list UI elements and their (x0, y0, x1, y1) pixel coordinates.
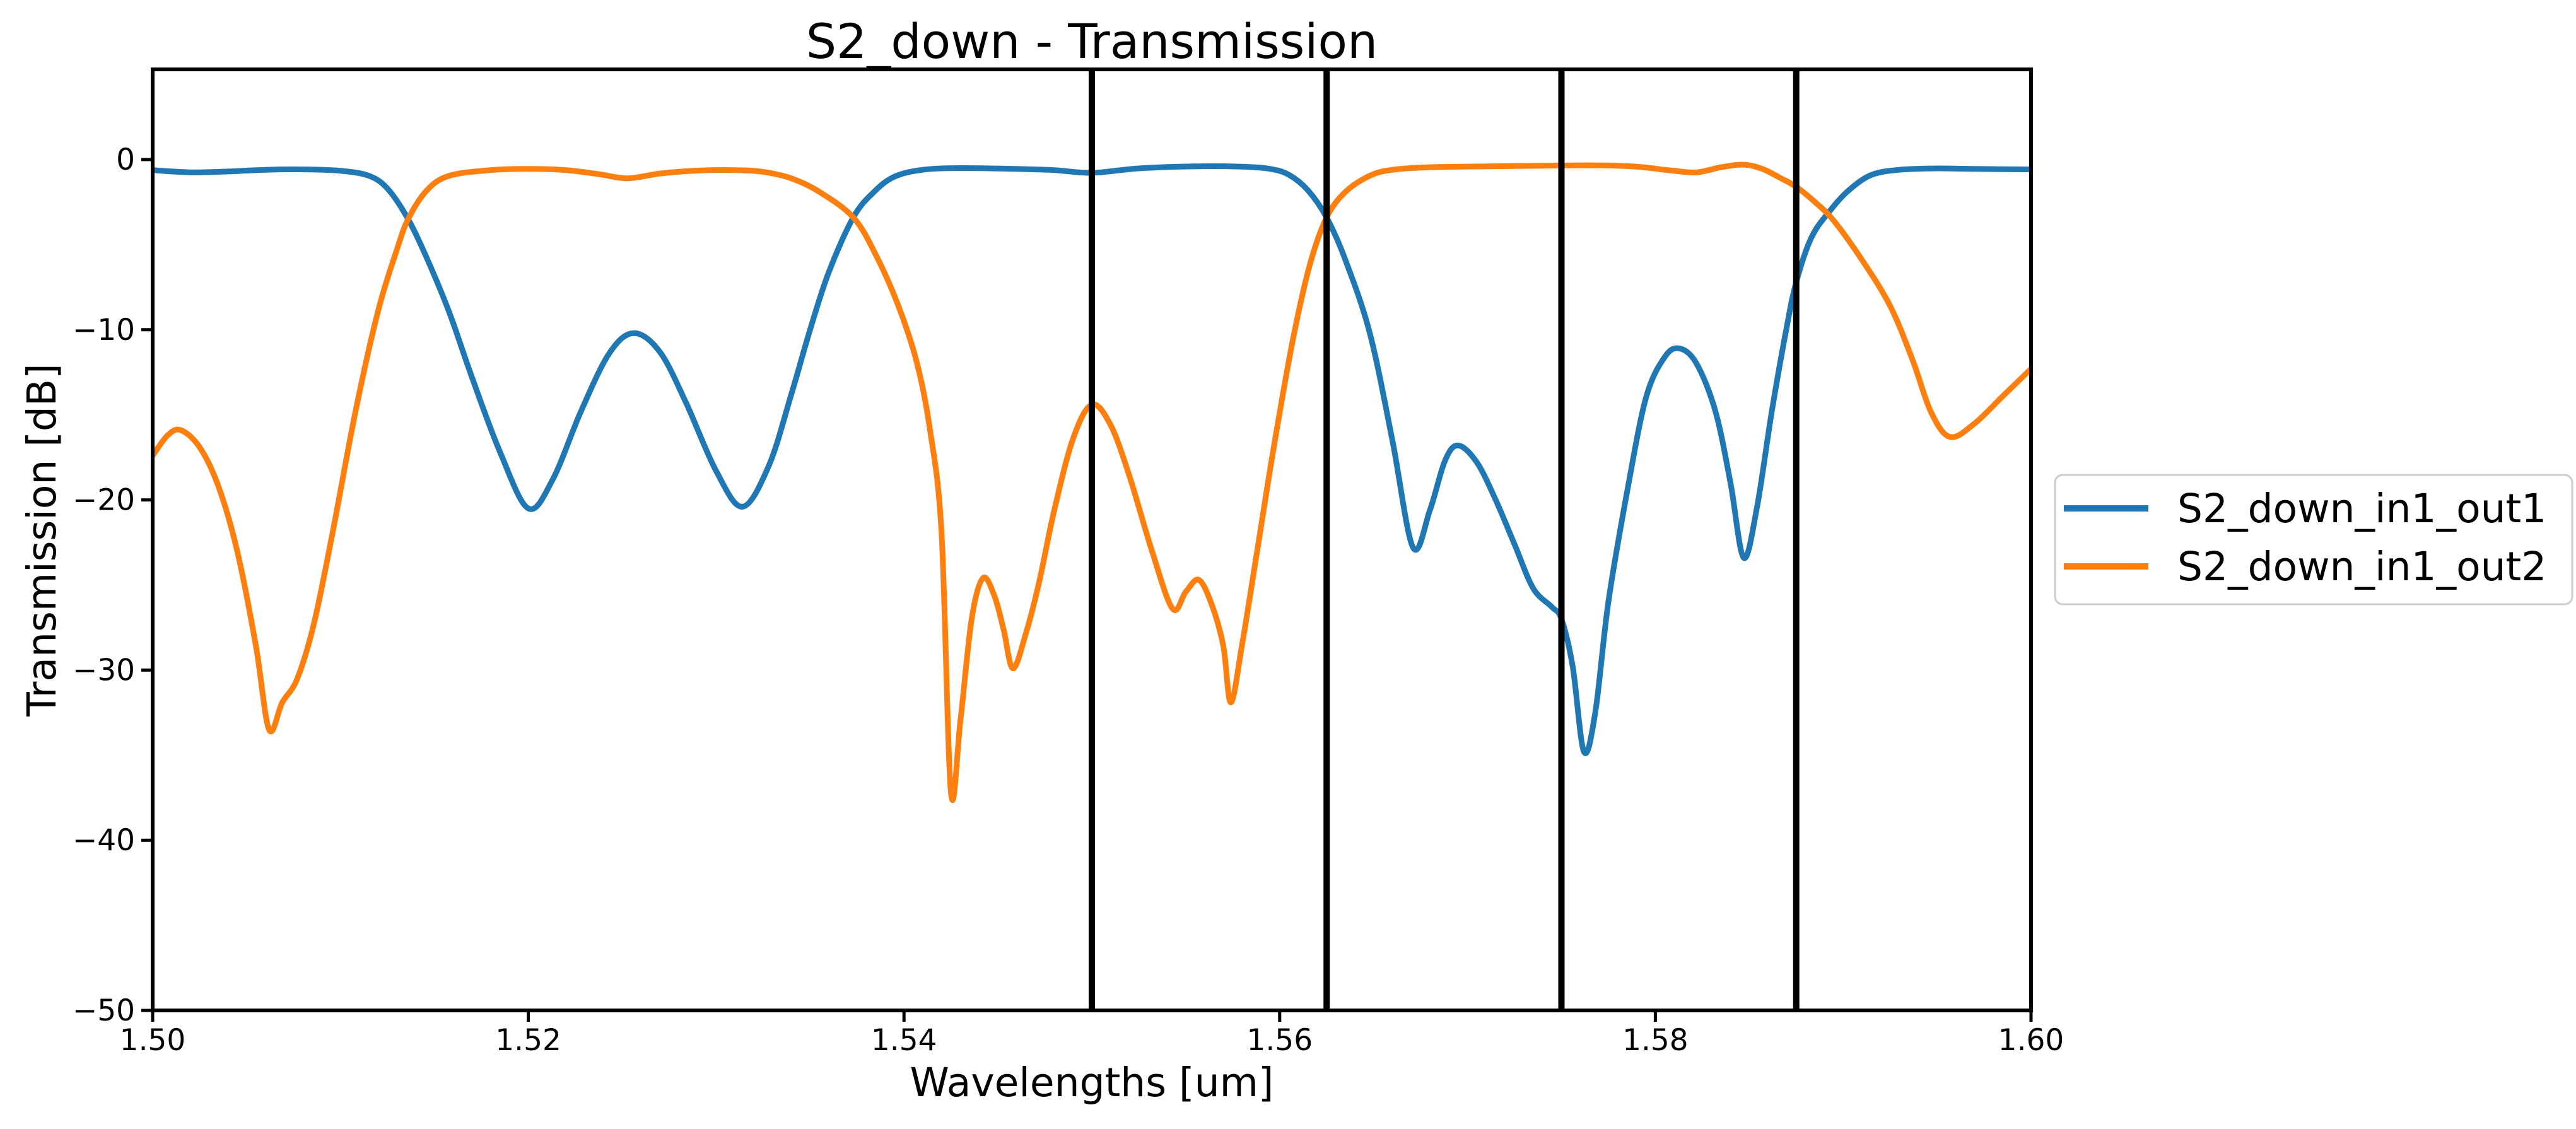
x-tick-label: 1.54 (871, 1023, 937, 1058)
x-tick-label: 1.52 (495, 1023, 561, 1058)
y-tick-label: −50 (73, 993, 135, 1028)
series-line-2 (153, 161, 2031, 803)
chart-title: S2_down - Transmission (806, 13, 1378, 69)
legend-entry-series2: S2_down_in1_out2 (2064, 544, 2546, 590)
y-tick-label: −30 (73, 653, 135, 687)
legend-label-series1: S2_down_in1_out1 (2177, 486, 2546, 532)
y-tick-label: −20 (73, 483, 135, 518)
plot-border (151, 67, 2033, 1012)
plot-area: 1.50 1.52 1.54 1.56 1.58 1.60 0 −10 −20 −30 −40 −50 (73, 67, 2064, 1058)
x-tick-label: 1.60 (1998, 1023, 2064, 1058)
x-tick-label: 1.58 (1622, 1023, 1689, 1058)
y-tick-label: −10 (73, 313, 135, 348)
y-axis-label: Transmission [dB] (19, 363, 65, 717)
x-tick-label: 1.50 (120, 1023, 186, 1058)
x-tick-label: 1.56 (1246, 1023, 1313, 1058)
legend: S2_down_in1_out1 S2_down_in1_out2 (2054, 474, 2573, 605)
legend-box (2054, 474, 2573, 605)
y-tick-label: 0 (116, 143, 135, 177)
x-axis-label: Wavelengths [um] (910, 1060, 1273, 1106)
legend-entry-series1: S2_down_in1_out1 (2064, 486, 2546, 532)
legend-label-series2: S2_down_in1_out2 (2177, 544, 2546, 590)
y-tick-label: −40 (73, 823, 135, 858)
